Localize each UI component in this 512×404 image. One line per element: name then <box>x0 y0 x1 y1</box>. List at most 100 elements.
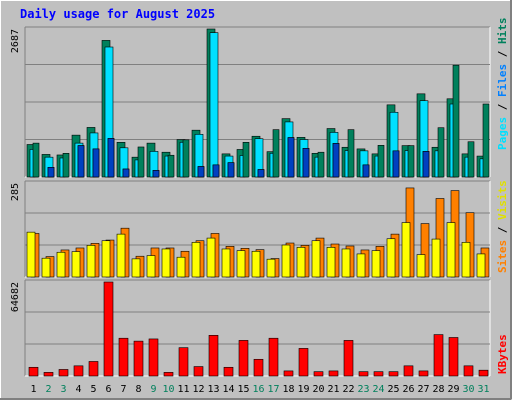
bar-pages <box>137 146 145 178</box>
x-tick-label: 13 <box>207 384 219 395</box>
bar-visits <box>386 238 396 278</box>
panel-hits: 2687 Pages / Files / Hits <box>10 18 509 178</box>
x-tick-label: 8 <box>135 384 141 395</box>
bar-pages <box>362 164 370 178</box>
bar-kbytes <box>478 369 489 377</box>
bar-visits <box>251 250 261 278</box>
legend-kbytes: KBytes <box>496 334 509 374</box>
bar-visits <box>161 248 171 278</box>
bar-pages <box>62 153 70 178</box>
bar-visits <box>341 248 351 278</box>
bar-kbytes <box>103 281 114 377</box>
bar-pages <box>212 164 220 178</box>
x-tick-label: 23 <box>357 384 369 395</box>
bar-kbytes <box>118 337 129 377</box>
x-tick-label: 20 <box>312 384 324 395</box>
x-tick-label: 26 <box>402 384 414 395</box>
bar-kbytes <box>88 361 99 377</box>
panel-kbytes: 64682 KBytes <box>10 279 509 377</box>
bar-pages <box>452 64 460 178</box>
chart-title: Daily usage for August 2025 <box>20 7 215 21</box>
bar-pages <box>182 139 190 178</box>
bar-pages <box>302 148 310 178</box>
bar-kbytes <box>148 338 159 377</box>
bar-pages <box>152 170 160 178</box>
x-tick-label: 15 <box>237 384 249 395</box>
bar-visits <box>191 242 201 278</box>
bar-visits <box>296 247 306 278</box>
bar-kbytes <box>298 348 309 377</box>
legend-entry: Visits <box>496 180 509 220</box>
bar-visits <box>416 254 426 278</box>
bar-kbytes <box>223 366 234 377</box>
legend-entry: Pages <box>496 117 509 150</box>
bar-kbytes <box>133 340 144 377</box>
bar-visits <box>221 248 231 278</box>
legend-visits: Sites / Visits <box>496 180 509 273</box>
x-tick-label: 12 <box>192 384 204 395</box>
bar-visits <box>431 238 441 278</box>
bar-visits <box>281 244 291 278</box>
bar-kbytes <box>73 365 84 377</box>
x-tick-label: 24 <box>372 384 384 395</box>
x-tick-label: 4 <box>75 384 81 395</box>
bar-pages <box>407 145 415 178</box>
bar-visits <box>131 258 141 278</box>
bar-pages <box>242 141 250 178</box>
bar-visits <box>176 256 186 278</box>
bar-pages <box>287 137 295 178</box>
legend-entry: KBytes <box>496 334 509 374</box>
x-tick-label: 31 <box>477 384 489 395</box>
x-tick-label: 7 <box>120 384 126 395</box>
legend-entry: / <box>496 97 509 117</box>
bar-pages <box>77 145 85 178</box>
legend-hits: Pages / Files / Hits <box>496 18 509 151</box>
legend-entry: / <box>496 44 509 64</box>
x-tick-label: 17 <box>267 384 279 395</box>
bar-visits <box>86 245 96 278</box>
bar-kbytes <box>238 340 249 377</box>
bar-visits <box>446 222 456 278</box>
bar-kbytes <box>208 335 219 377</box>
bar-visits <box>101 240 111 278</box>
y-axis-max-label: 285 <box>10 183 21 201</box>
bar-visits <box>476 253 486 278</box>
bar-pages <box>392 150 400 178</box>
bar-kbytes <box>253 358 264 377</box>
x-tick-label: 21 <box>327 384 339 395</box>
bar-visits <box>206 237 216 278</box>
bar-pages <box>482 103 490 178</box>
chart-panels: 2687 Pages / Files / Hits 285 Sites / Visit… <box>10 18 509 377</box>
bar-visits <box>326 247 336 278</box>
x-tick-label: 2 <box>45 384 51 395</box>
bar-kbytes <box>313 371 324 377</box>
bar-kbytes <box>178 347 189 377</box>
x-axis-day-labels: 1 2 3 4 5 6 7 8 9 10 11 12 13 14 15 16 17 18 19 20 21 22 23 24 2… <box>30 384 489 395</box>
bar-kbytes <box>343 340 354 377</box>
x-tick-label: 30 <box>462 384 474 395</box>
bar-visits <box>41 257 51 278</box>
bar-kbytes <box>268 337 279 377</box>
bar-kbytes <box>418 370 429 377</box>
bar-files <box>209 32 219 178</box>
bar-kbytes <box>328 370 339 377</box>
bar-pages <box>107 138 115 178</box>
bar-pages <box>332 143 340 178</box>
bar-pages <box>377 145 385 178</box>
bar-pages <box>122 168 130 178</box>
x-tick-label: 18 <box>282 384 294 395</box>
bar-visits <box>26 231 36 278</box>
x-tick-label: 11 <box>177 384 189 395</box>
x-tick-label: 10 <box>162 384 174 395</box>
legend-entry: Files <box>496 64 509 97</box>
legend-entry: / <box>496 220 509 240</box>
y-axis-max-label: 2687 <box>10 29 21 53</box>
x-tick-label: 1 <box>30 384 36 395</box>
bar-pages <box>227 162 235 178</box>
bar-kbytes <box>193 366 204 377</box>
bar-kbytes <box>58 369 69 377</box>
bar-visits <box>116 233 126 278</box>
legend-entry: Hits <box>496 18 509 45</box>
